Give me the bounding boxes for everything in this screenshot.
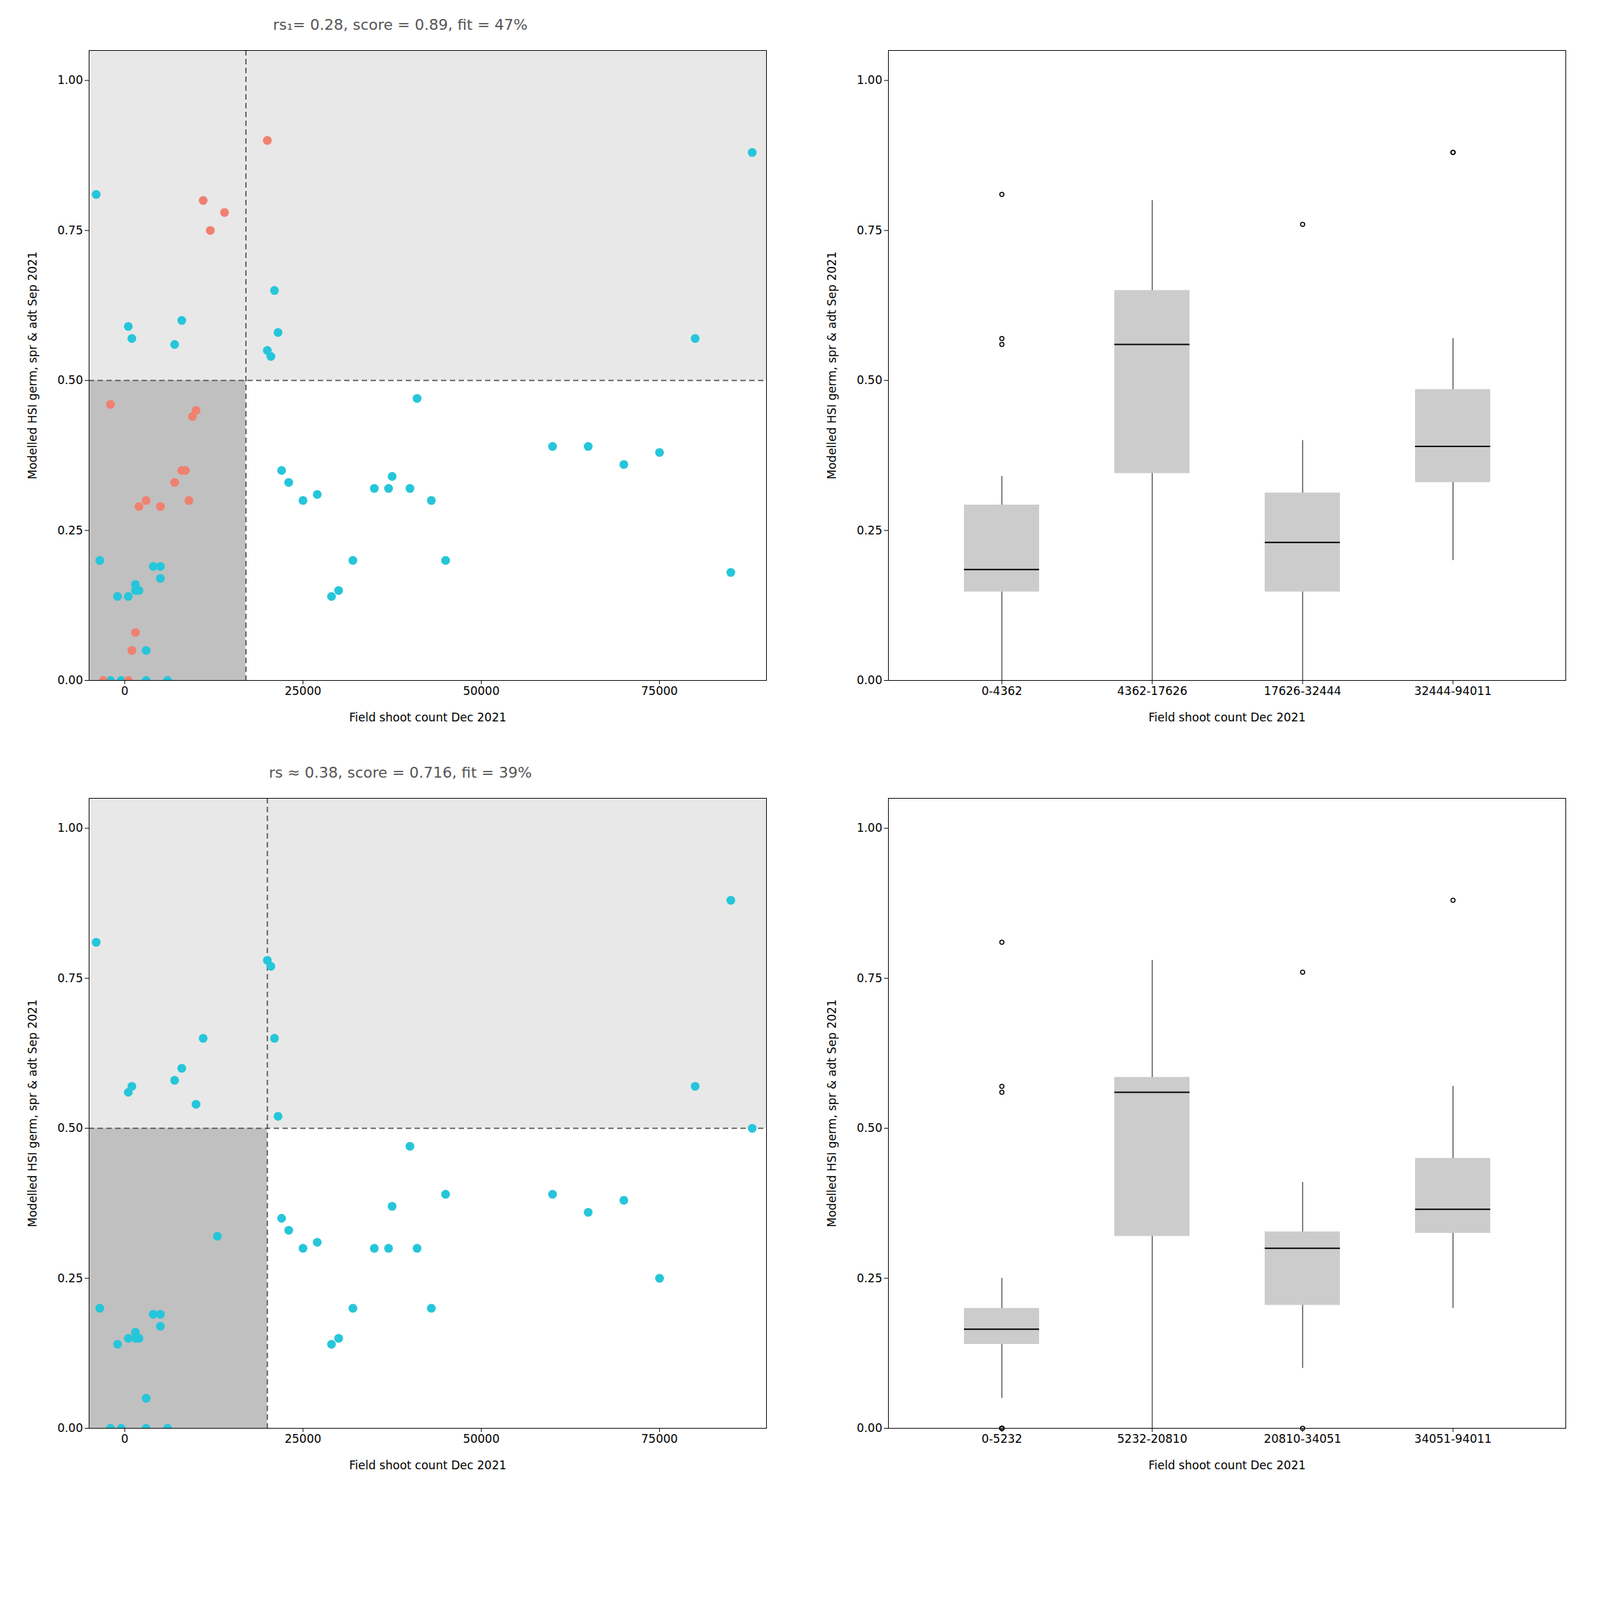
svg-text:0.25: 0.25 xyxy=(57,523,84,538)
svg-text:0.00: 0.00 xyxy=(57,1421,84,1435)
svg-text:0.50: 0.50 xyxy=(856,1121,883,1135)
svg-text:1.00: 1.00 xyxy=(57,73,84,87)
svg-text:75000: 75000 xyxy=(641,684,679,698)
svg-text:0: 0 xyxy=(121,684,129,698)
svg-text:Field shoot count Dec 2021: Field shoot count Dec 2021 xyxy=(348,1458,507,1472)
svg-text:0.25: 0.25 xyxy=(856,1271,883,1286)
svg-text:0.00: 0.00 xyxy=(856,1421,883,1435)
svg-text:0.25: 0.25 xyxy=(57,1271,84,1286)
svg-text:0.00: 0.00 xyxy=(856,673,883,687)
svg-text:Modelled HSI germ, spr & adt S: Modelled HSI germ, spr & adt Sep 2021 xyxy=(25,999,40,1227)
svg-text:Field shoot count Dec 2021: Field shoot count Dec 2021 xyxy=(1148,1458,1306,1472)
html-text:rs₁= 0.28, score = 0.89, fit =: rs₁= 0.28, score = 0.89, fit = 47% xyxy=(272,16,528,34)
svg-text:75000: 75000 xyxy=(641,1432,679,1446)
svg-text:0.50: 0.50 xyxy=(856,373,883,387)
svg-text:Modelled HSI germ, spr & adt S: Modelled HSI germ, spr & adt Sep 2021 xyxy=(825,999,839,1227)
svg-text:0.75: 0.75 xyxy=(856,971,883,985)
svg-text:5232-20810: 5232-20810 xyxy=(1117,1432,1187,1446)
svg-text:0-5232: 0-5232 xyxy=(981,1432,1023,1446)
svg-text:Modelled HSI germ, spr & adt S: Modelled HSI germ, spr & adt Sep 2021 xyxy=(825,251,839,479)
svg-text:0-4362: 0-4362 xyxy=(981,684,1023,698)
svg-text:1.00: 1.00 xyxy=(856,820,883,835)
svg-text:0.25: 0.25 xyxy=(856,523,883,538)
svg-text:34051-94011: 34051-94011 xyxy=(1414,1432,1492,1446)
svg-text:0.50: 0.50 xyxy=(57,373,84,387)
svg-text:1.00: 1.00 xyxy=(57,820,84,835)
svg-text:0.75: 0.75 xyxy=(57,223,84,238)
svg-text:0.00: 0.00 xyxy=(57,673,84,687)
svg-text:25000: 25000 xyxy=(284,684,322,698)
svg-text:50000: 50000 xyxy=(462,684,500,698)
svg-text:4362-17626: 4362-17626 xyxy=(1117,684,1187,698)
svg-text:20810-34051: 20810-34051 xyxy=(1264,1432,1342,1446)
svg-text:Field shoot count Dec 2021: Field shoot count Dec 2021 xyxy=(1148,710,1306,725)
svg-text:1.00: 1.00 xyxy=(856,73,883,87)
svg-text:Modelled HSI germ, spr & adt S: Modelled HSI germ, spr & adt Sep 2021 xyxy=(25,251,40,479)
svg-text:0.50: 0.50 xyxy=(57,1121,84,1135)
html-text:rs ≈ 0.38, score = 0.716, fit: rs ≈ 0.38, score = 0.716, fit = 39% xyxy=(268,764,532,782)
svg-text:Field shoot count Dec 2021: Field shoot count Dec 2021 xyxy=(348,710,507,725)
svg-text:32444-94011: 32444-94011 xyxy=(1414,684,1492,698)
svg-text:17626-32444: 17626-32444 xyxy=(1264,684,1342,698)
svg-text:0.75: 0.75 xyxy=(856,223,883,238)
svg-text:0: 0 xyxy=(121,1432,129,1446)
svg-text:25000: 25000 xyxy=(284,1432,322,1446)
svg-text:50000: 50000 xyxy=(462,1432,500,1446)
svg-text:0.75: 0.75 xyxy=(57,971,84,985)
